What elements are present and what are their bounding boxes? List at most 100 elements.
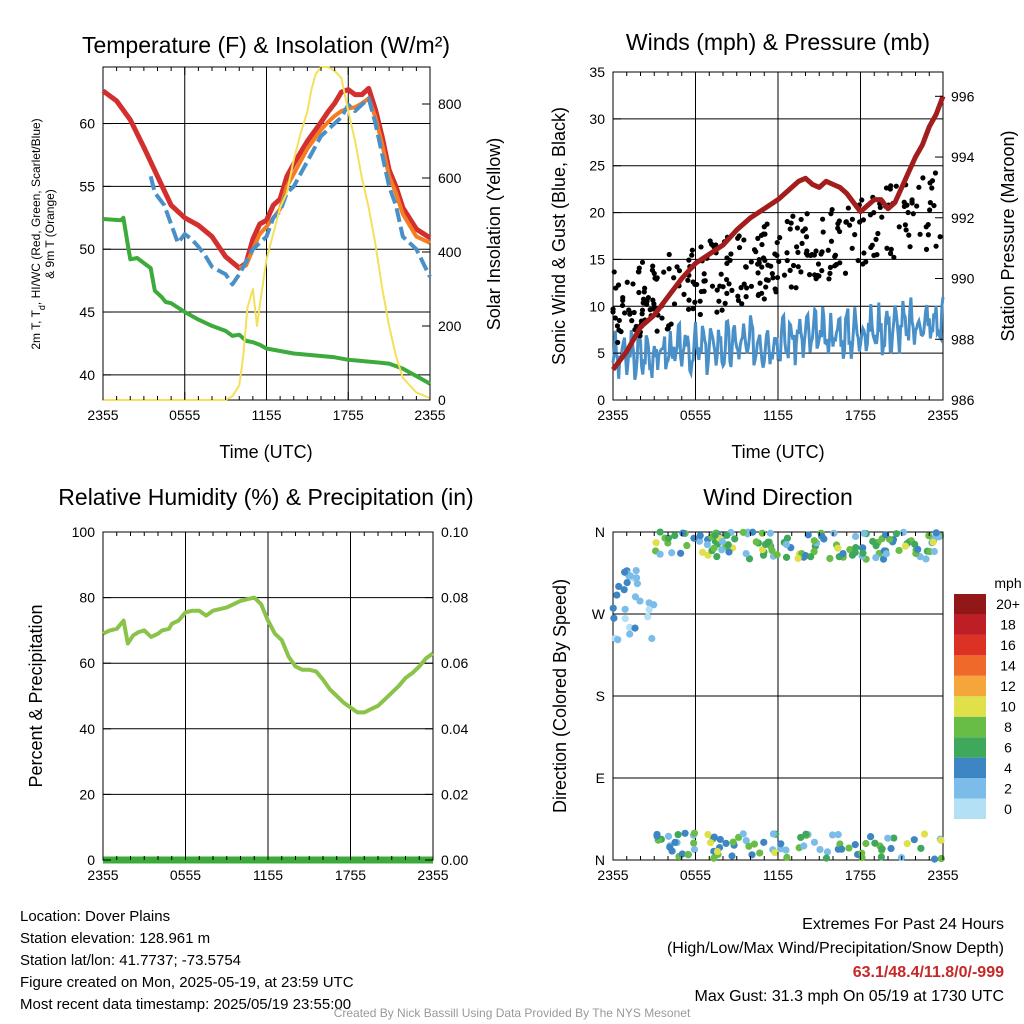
direction-point — [623, 579, 631, 587]
pressure-ytick-label: 994 — [951, 149, 975, 165]
direction-point — [621, 614, 629, 623]
gust-point — [901, 203, 907, 209]
gust-point — [649, 267, 656, 273]
gust-point — [755, 270, 761, 276]
gust-point — [925, 232, 931, 238]
direction-point — [645, 599, 653, 607]
direction-point — [614, 636, 622, 644]
direction-point — [782, 846, 790, 854]
direction-point — [899, 528, 908, 536]
rh-ytick-label: 60 — [79, 655, 95, 671]
gust-point — [799, 240, 805, 247]
gust-point — [917, 231, 923, 237]
gust-point — [804, 211, 810, 217]
gust-point — [748, 283, 755, 289]
wind-ytick-label: 25 — [589, 158, 605, 174]
speed-colorbar: 0 2 4 6 8 10 12 14 16 18 20+ — [954, 594, 1020, 819]
gust-point — [615, 339, 621, 346]
direction-point — [800, 842, 808, 850]
gust-point — [837, 260, 843, 266]
dir-xtick-label: 2355 — [597, 867, 628, 883]
gust-point — [832, 252, 839, 258]
direction-point — [903, 839, 911, 848]
direction-point — [884, 834, 892, 842]
rh-ytick-label: 0 — [87, 852, 95, 868]
figure-created: Figure created on Mon, 2025-05-19, at 23… — [20, 974, 354, 991]
direction-point — [887, 844, 895, 853]
gust-point — [741, 237, 747, 243]
gust-point — [763, 277, 770, 283]
gust-point — [738, 285, 744, 291]
insolation-ylabel: Solar Insolation (Yellow) — [484, 138, 504, 330]
direction-point — [818, 532, 826, 540]
gust-point — [629, 318, 635, 324]
gust-point — [845, 205, 851, 211]
gust-point — [630, 281, 636, 287]
colorbar-label: 16 — [1000, 637, 1016, 653]
gust-point — [929, 185, 935, 191]
gust-point — [759, 264, 765, 270]
wind-speed-line — [611, 296, 945, 380]
credit-line: Created By Nick Bassill Using Data Provi… — [333, 1006, 691, 1020]
winds-panel: Winds (mph) & Pressure (mb) 2355 0555 1155… — [549, 29, 1018, 462]
gust-point — [765, 262, 771, 268]
extremes-subheading: (High/Low/Max Wind/Precipitation/Snow De… — [666, 940, 1004, 957]
gust-point — [798, 269, 804, 275]
direction-point — [851, 548, 859, 557]
gust-point — [803, 234, 810, 240]
gust-point — [920, 175, 926, 181]
gust-point — [907, 244, 913, 250]
temperature-title: Temperature (F) & Insolation (W/m²) — [82, 32, 450, 58]
gust-point — [788, 220, 794, 226]
gust-point — [692, 299, 698, 305]
gust-point — [654, 328, 660, 334]
gust-point — [819, 249, 825, 255]
direction-point — [783, 853, 791, 861]
rh-ytick-label: 80 — [79, 590, 95, 606]
direction-point — [696, 532, 704, 540]
direction-point — [742, 549, 750, 558]
humidity-panel: Relative Humidity (%) & Precipitation (i… — [26, 484, 474, 883]
gust-point — [905, 209, 911, 216]
gust-point — [636, 289, 642, 296]
direction-point — [664, 832, 673, 840]
direction-panel: Wind Direction 2355 0555 1155 1755 2355NESWN… — [550, 484, 1022, 883]
direction-point — [631, 624, 639, 632]
direction-point — [681, 829, 689, 837]
direction-point — [724, 541, 732, 549]
insol-ytick-label: 400 — [438, 244, 462, 260]
svg-text:2m T, Td, HI/WC (Red, Green, S: 2m T, Td, HI/WC (Red, Green, Scarlet/Blu… — [29, 118, 47, 349]
temperature-xlabel: Time (UTC) — [219, 442, 312, 462]
direction-point — [656, 550, 664, 558]
direction-point — [713, 847, 722, 856]
direction-point — [890, 834, 898, 842]
rh-xtick-label: 1155 — [253, 867, 283, 883]
temperature-ylabel-part-2: , HI/WC (Red, Green, Scarlet/Blue) — [29, 118, 43, 305]
wind-xtick-label: 2355 — [927, 407, 958, 423]
direction-point — [684, 850, 692, 859]
temp-xtick-label: 2355 — [414, 407, 445, 423]
gust-point — [698, 244, 704, 250]
temp-ytick-label: 55 — [79, 178, 95, 194]
gust-point — [751, 247, 758, 253]
colorbar-label: 18 — [1000, 617, 1016, 633]
direction-point — [882, 550, 890, 558]
direction-point — [739, 528, 747, 536]
gust-point — [724, 290, 730, 296]
dir-ytick-label: N — [595, 852, 605, 868]
direction-point — [704, 830, 712, 839]
dir-ytick-label: S — [596, 688, 605, 704]
pressure-ytick-label: 996 — [951, 88, 975, 104]
rh-xtick-label: 0555 — [170, 867, 201, 883]
dir-ytick-label: N — [595, 524, 605, 540]
temperature-ylabel: 2m T, Td, HI/WC (Red, Green, Scarlet/Blu… — [29, 118, 57, 349]
gust-point — [635, 269, 642, 275]
gust-point — [804, 248, 810, 254]
colorbar-label: 6 — [1004, 739, 1012, 755]
gust-point — [827, 270, 833, 276]
gust-point — [614, 323, 621, 329]
gust-point — [849, 245, 855, 251]
precip-ytick-label: 0.00 — [441, 852, 468, 868]
gust-point — [842, 270, 849, 276]
gust-point — [875, 230, 881, 237]
